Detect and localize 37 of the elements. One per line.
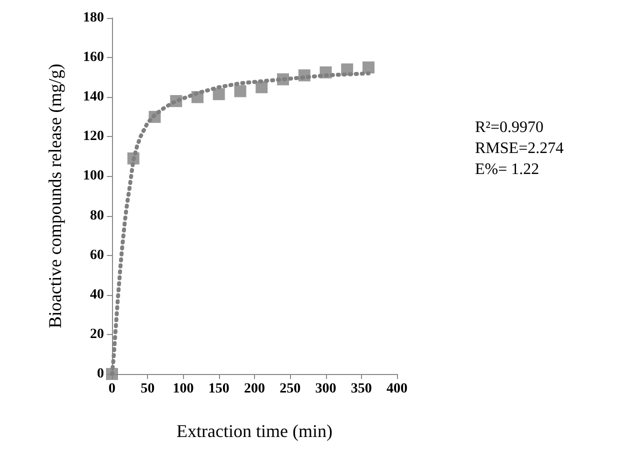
point <box>362 61 374 74</box>
x-tick-label: 150 <box>208 382 230 396</box>
x-tick-label: 250 <box>280 382 301 396</box>
text: RMSE=2.274 <box>475 140 564 157</box>
x-tick-label: 300 <box>315 382 336 396</box>
y-tick-label: 180 <box>83 10 104 26</box>
x-tick-label: 200 <box>244 382 265 396</box>
y-tick-label: 80 <box>90 208 104 224</box>
y-tick-label: 60 <box>90 248 104 263</box>
point <box>148 110 161 123</box>
y-tick-label: 120 <box>83 129 104 144</box>
point <box>212 88 225 100</box>
y-tick-label: 140 <box>83 90 104 105</box>
point <box>106 368 118 380</box>
x-tick-label: 0 <box>108 382 116 396</box>
y-tick-label: 20 <box>90 326 104 342</box>
point <box>298 69 310 82</box>
x-tick-label: 50 <box>140 382 155 396</box>
text: E%= 1.22 <box>475 161 540 178</box>
y-tick-label: 160 <box>83 50 104 66</box>
point <box>341 63 354 76</box>
x-tick-label: 100 <box>172 382 194 396</box>
y-tick-label: 0 <box>97 366 104 382</box>
point <box>256 81 268 94</box>
point <box>170 95 182 108</box>
x-tick-label: 350 <box>350 382 372 396</box>
point <box>320 66 332 78</box>
y-tick-label: 100 <box>83 168 104 184</box>
point <box>192 91 204 104</box>
point <box>277 73 289 86</box>
text: R²=0.9970 <box>475 119 544 136</box>
point <box>234 85 246 98</box>
point <box>127 152 140 164</box>
y-tick-label: 40 <box>90 287 104 302</box>
x-tick-label: 400 <box>386 382 408 396</box>
y-axis-title: Bioactive compounds release (mg/g) <box>45 64 65 328</box>
x-axis-title: Extraction time (min) <box>176 421 332 441</box>
